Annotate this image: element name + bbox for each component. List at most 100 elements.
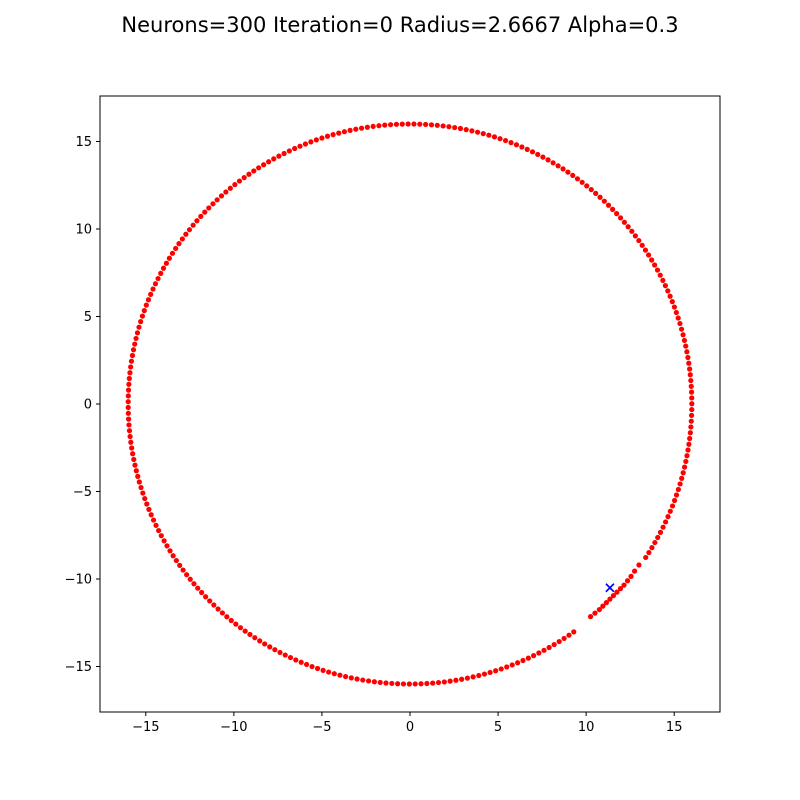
neuron-point xyxy=(498,666,504,672)
x-tick-label: 10 xyxy=(578,720,595,735)
neuron-point xyxy=(247,631,253,638)
neuron-point xyxy=(133,468,139,474)
neuron-point xyxy=(669,503,676,509)
neuron-point xyxy=(387,122,394,128)
neuron-point xyxy=(493,668,499,674)
neuron-point xyxy=(383,680,389,686)
neuron-point xyxy=(302,141,309,147)
neuron-point xyxy=(614,211,620,217)
neuron-point xyxy=(417,121,423,127)
neuron-point xyxy=(232,182,238,188)
y-tick-label: −5 xyxy=(73,485,92,500)
neuron-point xyxy=(629,228,635,234)
neuron-point xyxy=(621,219,628,225)
neuron-point xyxy=(303,661,310,668)
neuron-point xyxy=(184,572,190,578)
neuron-point xyxy=(687,366,693,372)
neuron-point xyxy=(134,330,141,336)
neuron-point xyxy=(667,293,673,299)
neuron-point xyxy=(452,124,458,131)
neuron-point xyxy=(308,139,314,145)
neuron-point xyxy=(348,675,354,681)
neuron-point xyxy=(660,524,666,530)
y-tick-label: 5 xyxy=(84,310,92,325)
x-tick-label: 0 xyxy=(406,720,414,735)
neuron-point xyxy=(203,594,209,600)
neuron-point xyxy=(447,678,453,684)
neuron-point xyxy=(662,283,668,289)
neuron-point xyxy=(153,522,159,528)
neuron-point xyxy=(412,681,418,687)
neuron-point xyxy=(179,236,185,242)
neuron-point xyxy=(180,567,186,573)
neuron-point xyxy=(592,610,598,616)
neuron-point xyxy=(223,189,229,195)
neuron-point xyxy=(440,123,446,129)
neuron-point xyxy=(621,582,627,588)
neuron-point xyxy=(596,607,602,613)
neuron-point xyxy=(282,652,288,658)
neuron-point xyxy=(688,424,694,430)
neuron-point xyxy=(224,614,230,620)
neuron-point xyxy=(257,638,263,644)
neuron-point xyxy=(161,538,167,544)
neuron-point xyxy=(125,404,131,411)
neuron-point xyxy=(453,677,459,683)
neuron-point xyxy=(688,412,695,418)
neuron-point xyxy=(639,242,645,248)
neuron-point xyxy=(502,137,509,144)
neuron-point xyxy=(324,133,331,139)
neuron-point xyxy=(605,202,612,208)
neuron-point xyxy=(571,629,577,635)
neuron-point xyxy=(262,641,268,647)
neuron-point xyxy=(430,680,436,686)
neuron-point xyxy=(675,315,681,321)
neuron-point xyxy=(680,332,686,338)
neuron-points xyxy=(125,121,695,687)
neuron-point xyxy=(579,179,585,185)
neuron-point xyxy=(497,136,503,142)
neuron-point xyxy=(125,393,131,399)
neuron-point xyxy=(183,231,189,237)
neuron-point xyxy=(665,288,671,294)
neuron-point xyxy=(156,527,162,534)
neuron-point xyxy=(515,660,521,666)
neuron-point xyxy=(481,671,488,677)
neuron-point xyxy=(617,586,624,592)
neuron-point xyxy=(424,680,430,687)
neuron-point xyxy=(292,145,298,152)
neuron-point xyxy=(155,275,161,282)
neuron-point xyxy=(126,375,132,382)
neuron-point xyxy=(566,632,572,638)
neuron-point xyxy=(202,209,208,215)
neuron-point xyxy=(170,553,176,559)
neuron-point xyxy=(277,649,283,656)
neuron-point xyxy=(610,593,617,599)
neuron-point xyxy=(607,596,613,602)
neuron-point xyxy=(486,132,492,138)
neuron-point xyxy=(336,130,342,136)
neuron-point xyxy=(529,149,536,155)
neuron-point xyxy=(561,635,567,642)
neuron-point xyxy=(525,655,531,661)
neuron-point xyxy=(176,241,182,247)
neuron-point xyxy=(671,497,678,504)
neuron-point xyxy=(411,121,417,127)
neuron-point xyxy=(686,360,692,366)
neuron-point xyxy=(158,533,164,539)
x-axis: −15 −10 −5 0 5 10 15 xyxy=(132,712,682,735)
neuron-point xyxy=(195,585,201,591)
neuron-point xyxy=(660,277,666,283)
neuron-point xyxy=(133,335,139,342)
chart-title: Neurons=300 Iteration=0 Radius=2.6667 Al… xyxy=(121,13,678,37)
neuron-point xyxy=(341,129,348,135)
neuron-point xyxy=(127,433,133,440)
neuron-point xyxy=(681,464,688,470)
neuron-point xyxy=(126,422,132,428)
neuron-point xyxy=(148,512,154,518)
neuron-point xyxy=(160,265,167,271)
neuron-point xyxy=(267,644,273,650)
neuron-point xyxy=(377,679,383,686)
neuron-point xyxy=(140,490,146,496)
